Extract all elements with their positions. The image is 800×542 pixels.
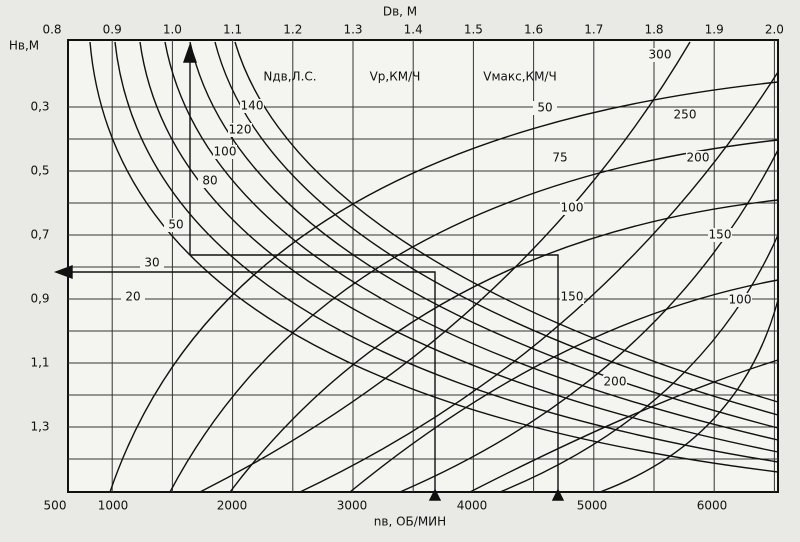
label-bg [686,151,710,165]
top-tick-label: 2.0 [765,23,784,37]
curve [599,299,779,493]
curve-label: 20 [125,290,140,304]
label-bg [140,256,164,270]
curve-label: 300 [649,48,672,62]
curve-label: 150 [561,290,584,304]
top-tick-label: 1.5 [464,23,483,37]
curve [109,81,779,493]
label-bg [164,218,188,232]
label-bg [213,145,237,159]
bottom-tick-label: 500 [44,499,67,513]
left-tick-label: 0,7 [30,228,49,242]
label-bg [560,201,584,215]
curve-label: 200 [604,375,627,389]
curve-label: 100 [214,145,237,159]
label-bg [648,48,672,62]
curve-label: 80 [202,174,217,188]
curve-label: 250 [674,108,697,122]
top-tick-label: 1.6 [524,23,543,37]
left-axis-title: Hв,М [9,39,39,53]
arrowhead [183,42,197,63]
max-speed-curves [199,41,779,493]
top-tick-label: 1.8 [644,23,663,37]
bottom-tick-label: 1000 [98,499,129,513]
curve-label: 100 [729,293,752,307]
curve [499,234,779,493]
curve [139,41,779,453]
family-title: Nдв,Л.С. [263,70,316,84]
label-bg [533,101,557,115]
top-tick-label: 1.7 [584,23,603,37]
curve [189,41,779,429]
bottom-tick-label: 5000 [577,499,608,513]
curve-label: 50 [537,101,552,115]
curve-label: 140 [241,99,264,113]
bottom-tick-label: 6000 [697,499,728,513]
bottom-tick-label: 3000 [337,499,368,513]
curve [89,41,779,473]
curve-label: 50 [168,218,183,232]
curve [229,199,779,493]
label-bg [228,123,252,137]
arrow-line [190,254,559,492]
left-tick-label: 0,5 [30,164,49,178]
label-bg [548,151,572,165]
label-bg [603,375,627,389]
left-tick-label: 1,1 [30,356,49,370]
curve-label: 30 [144,256,159,270]
curve-label: 200 [687,151,710,165]
plot-frame [67,39,779,493]
curve [469,359,779,493]
marker [428,488,565,501]
left-tick-label: 0,9 [30,292,49,306]
left-tick-label: 0,3 [30,100,49,114]
curve-label: 100 [561,201,584,215]
bottom-tick-label: 2000 [217,499,248,513]
label-bg [198,174,222,188]
curve [299,71,779,493]
example-lines [54,42,565,501]
curve-label: 120 [229,123,252,137]
top-tick-label: 1.2 [283,23,302,37]
family-title: Vмакс,КМ/Ч [483,70,556,84]
left-tick-label: 1,3 [30,420,49,434]
top-tick-label: 1.3 [343,23,362,37]
curve-label: 150 [709,228,732,242]
label-bg [673,108,697,122]
top-tick-label: 0.8 [42,23,61,37]
arrow-line [62,271,436,492]
curve [399,149,779,493]
curve [199,41,691,493]
arrowhead [54,264,73,280]
top-axis-title: Dв, М [383,5,417,19]
curve [114,41,779,463]
top-tick-label: 0.9 [103,23,122,37]
label-bg [708,228,732,242]
curve [169,139,779,493]
family-title: Vр,КМ/Ч [370,70,421,84]
top-tick-label: 1.0 [163,23,182,37]
curve [349,279,779,493]
speed-curves [109,81,779,493]
label-bg [121,290,145,304]
label-bg [560,290,584,304]
label-bg [240,99,264,113]
bottom-tick-label: 4000 [457,499,488,513]
top-tick-label: 1.1 [223,23,242,37]
grid [68,40,778,492]
top-tick-label: 1.4 [404,23,423,37]
label-bg [728,293,752,307]
curve-label: 75 [552,151,567,165]
top-tick-label: 1.9 [705,23,724,37]
bottom-axis-title: nв, ОБ/МИН [374,515,446,529]
